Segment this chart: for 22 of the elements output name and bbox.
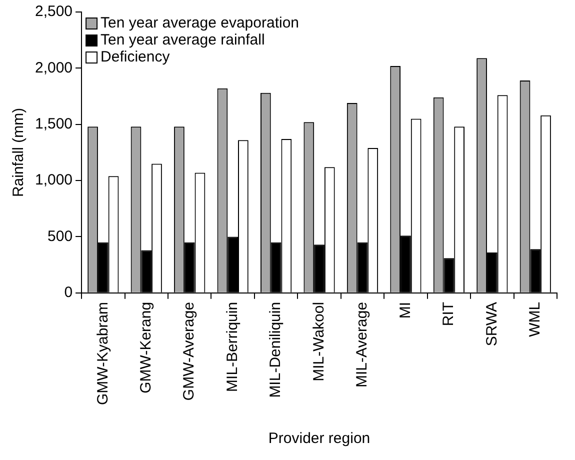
y-tick-label: 2,000 bbox=[34, 59, 73, 76]
x-axis-title: Provider region bbox=[268, 430, 370, 448]
x-tick-label: MI bbox=[396, 302, 414, 319]
x-tick-label: MIL-Average bbox=[354, 302, 371, 388]
x-tick-label: MIL-Berriquin bbox=[224, 302, 241, 392]
x-tick-label: RIT bbox=[440, 302, 458, 326]
y-tick-label: 1,000 bbox=[34, 172, 73, 189]
y-tick-label: 0 bbox=[64, 284, 73, 302]
x-tick-label: GMW-Kerang bbox=[138, 302, 155, 394]
x-tick-label: WML bbox=[526, 302, 544, 337]
x-tick-label: MIL-Deniliquin bbox=[267, 302, 284, 398]
x-tick-label: GMW-Average bbox=[180, 302, 198, 401]
legend-label: Deficiency bbox=[100, 48, 170, 66]
x-tick-label: MIL-Wakool bbox=[310, 302, 328, 382]
legend-label: Ten year average evaporation bbox=[100, 14, 300, 32]
y-tick-label: 1,500 bbox=[34, 116, 73, 133]
y-tick-label: 500 bbox=[48, 228, 73, 245]
legend-label: Ten year average rainfall bbox=[100, 32, 265, 49]
x-tick-label: GMW-Kyabram bbox=[94, 302, 112, 406]
y-tick-label: 2,500 bbox=[34, 3, 73, 20]
x-tick-label: SRWA bbox=[483, 302, 500, 346]
y-axis-title: Rainfall (mm) bbox=[10, 108, 28, 198]
